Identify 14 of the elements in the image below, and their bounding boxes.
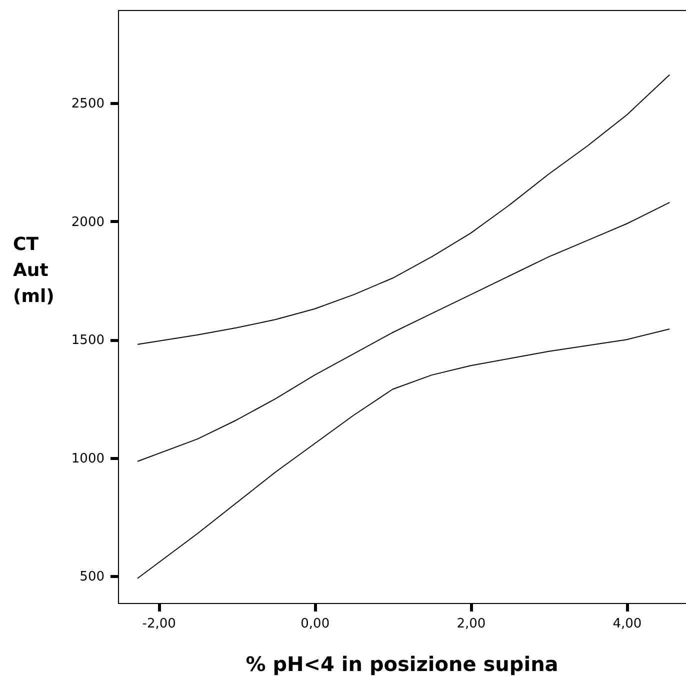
y-axis-title: CT Aut (ml) bbox=[13, 234, 54, 307]
x-axis-title: % pH<4 in posizione supina bbox=[246, 652, 558, 676]
x-tick-label: -2,00 bbox=[142, 616, 176, 632]
y-tick-label: 500 bbox=[80, 570, 104, 585]
line-series bbox=[137, 328, 670, 579]
y-tick-label: 2500 bbox=[71, 96, 104, 112]
x-tick-label: 0,00 bbox=[300, 616, 330, 632]
line-series bbox=[137, 202, 670, 462]
x-tick-label: 2,00 bbox=[456, 616, 486, 632]
line-series bbox=[137, 74, 670, 345]
y-tick-label: 2000 bbox=[71, 214, 104, 230]
y-tick-label: 1500 bbox=[71, 333, 104, 348]
x-tick-label: 4,00 bbox=[612, 616, 642, 632]
y-tick-label: 1000 bbox=[71, 451, 104, 466]
